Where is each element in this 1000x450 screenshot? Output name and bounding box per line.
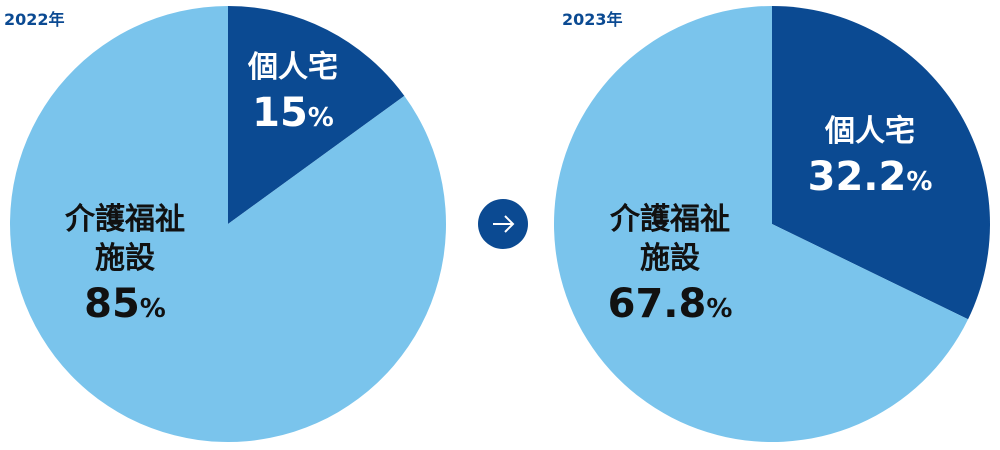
category-label: 個人宅: [248, 50, 338, 85]
pie-slice: [772, 6, 991, 320]
value-label: 32.2%: [807, 154, 933, 200]
category-label: 介護福祉施設: [65, 202, 185, 276]
arrow: [493, 215, 515, 233]
pie-slice: [553, 6, 969, 443]
pie-slice: [228, 6, 405, 224]
pie-slice: [9, 6, 447, 443]
slice-label: 介護福祉施設 85%: [60, 200, 190, 330]
chart-title: 2023年: [562, 10, 623, 29]
category-label: 介護福祉施設: [610, 202, 730, 276]
category-label: 個人宅: [825, 114, 915, 149]
value-label: 67.8%: [607, 281, 733, 327]
slice-label: 個人宅 32.2%: [805, 112, 935, 203]
slice-label: 介護福祉施設 67.8%: [605, 200, 735, 330]
chart-title: 2022年: [4, 10, 65, 29]
value-label: 15%: [252, 90, 334, 136]
value-label: 85%: [84, 281, 166, 327]
slice-label: 個人宅 15%: [228, 48, 358, 139]
